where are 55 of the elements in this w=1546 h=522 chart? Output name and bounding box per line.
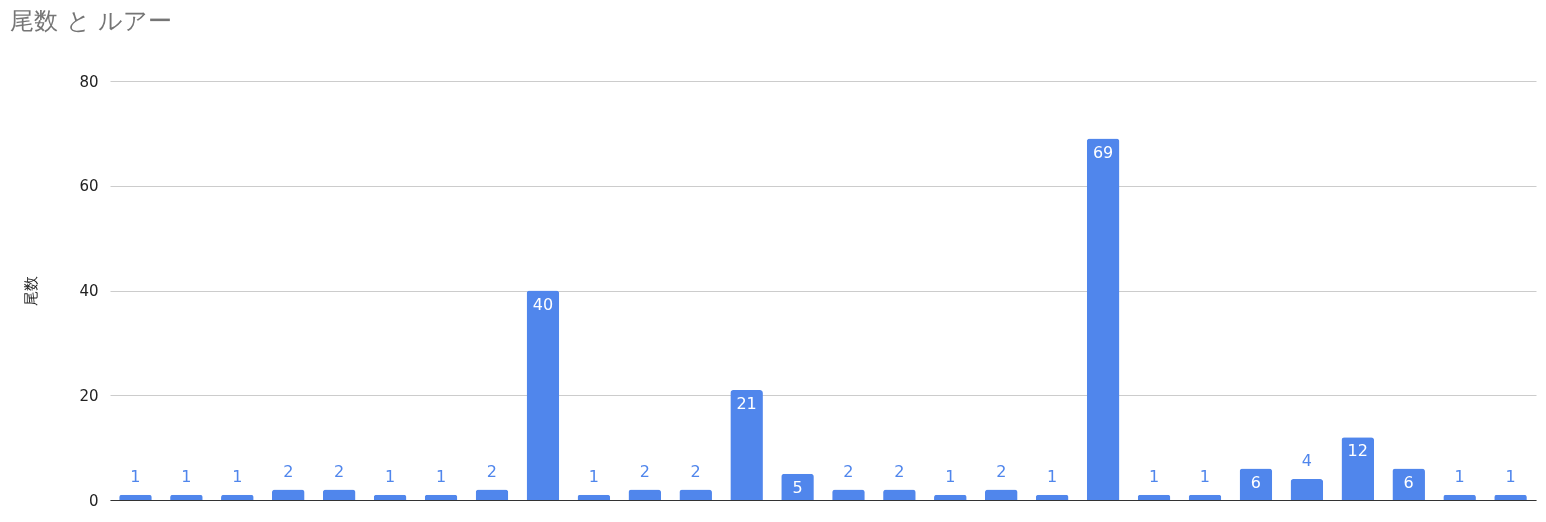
data-label: 2 xyxy=(639,461,650,481)
y-tick-label: 80 xyxy=(79,72,99,91)
bar xyxy=(577,494,611,500)
data-label: 4 xyxy=(1301,451,1312,471)
data-label: 40 xyxy=(532,294,554,314)
bar xyxy=(271,489,305,500)
bar xyxy=(424,494,458,500)
data-label: 2 xyxy=(334,461,345,481)
data-label: 69 xyxy=(1092,142,1114,162)
data-label: 6 xyxy=(1250,472,1261,492)
data-label: 2 xyxy=(283,461,294,481)
bar xyxy=(832,489,865,500)
data-label: 1 xyxy=(232,466,243,486)
data-label: 21 xyxy=(736,394,757,414)
bar xyxy=(1188,494,1222,500)
bar xyxy=(1035,494,1069,500)
data-label: 1 xyxy=(1505,466,1516,486)
chart-title: 尾数 と ルアー xyxy=(10,7,173,35)
bar xyxy=(730,390,763,500)
data-label: 1 xyxy=(1199,466,1211,486)
bar xyxy=(1239,468,1273,500)
bar xyxy=(628,489,662,500)
bar xyxy=(322,489,356,500)
bar xyxy=(1086,138,1120,500)
bar xyxy=(883,489,916,500)
y-tick-label: 20 xyxy=(79,386,99,405)
data-label: 2 xyxy=(486,461,498,481)
data-label: 12 xyxy=(1347,441,1368,461)
bar xyxy=(1137,494,1171,500)
y-tick-label: 0 xyxy=(88,491,99,510)
data-label: 6 xyxy=(1403,472,1414,492)
data-label: 1 xyxy=(181,466,192,486)
data-label: 2 xyxy=(690,461,701,481)
data-label: 1 xyxy=(1454,466,1465,486)
data-label: 1 xyxy=(945,466,956,486)
y-tick-label: 40 xyxy=(79,282,99,300)
data-label: 1 xyxy=(1148,466,1160,486)
bar xyxy=(475,489,509,500)
data-label: 1 xyxy=(435,466,447,486)
bar xyxy=(679,489,712,500)
bar xyxy=(373,494,407,500)
y-tick-label: 60 xyxy=(79,177,99,196)
data-label: 1 xyxy=(385,466,396,486)
data-label: 1 xyxy=(130,466,141,486)
data-label: 1 xyxy=(1047,466,1058,486)
data-label: 5 xyxy=(792,477,803,497)
bar xyxy=(526,290,560,500)
y-axis-title: 尾数 xyxy=(22,276,41,306)
bar xyxy=(1341,437,1375,500)
data-label: 2 xyxy=(894,461,905,481)
data-label: 1 xyxy=(588,466,599,486)
data-label: 2 xyxy=(843,461,854,481)
bar xyxy=(1290,479,1324,500)
data-label: 2 xyxy=(996,461,1007,481)
bar xyxy=(984,489,1018,500)
